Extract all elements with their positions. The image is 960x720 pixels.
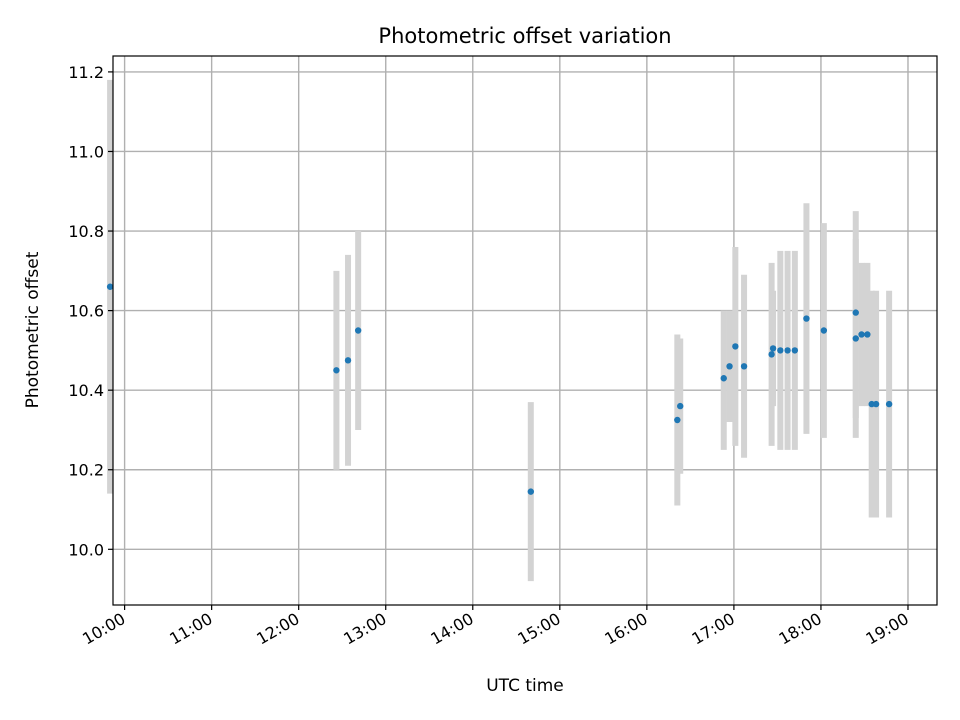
- data-point: [726, 363, 733, 370]
- y-tick-label: 10.2: [68, 461, 104, 480]
- x-axis-label: UTC time: [486, 676, 564, 696]
- data-point: [872, 400, 880, 408]
- y-tick-label: 10.8: [68, 222, 104, 241]
- data-point: [803, 315, 810, 322]
- data-point: [344, 357, 352, 364]
- data-point: [777, 347, 784, 354]
- data-point: [769, 345, 777, 352]
- plot-frame: [112, 55, 938, 606]
- data-point: [864, 331, 871, 338]
- grid-layer: [113, 56, 937, 605]
- data-point: [354, 327, 362, 334]
- data-point: [674, 416, 681, 424]
- y-axis-label: Photometric offset: [23, 251, 43, 408]
- data-point: [885, 400, 893, 408]
- data-point: [527, 488, 535, 495]
- data-point: [768, 351, 775, 358]
- data-point: [852, 335, 859, 342]
- y-tick-label: 10.4: [68, 381, 104, 400]
- data-point: [740, 363, 748, 370]
- data-point: [784, 347, 791, 354]
- y-tick-label: 11.2: [68, 63, 104, 82]
- data-point: [677, 402, 684, 410]
- y-tick-label: 10.0: [68, 540, 104, 559]
- data-point: [720, 375, 727, 382]
- data-point: [852, 309, 859, 316]
- point-layer: [106, 283, 893, 495]
- data-point: [106, 283, 114, 290]
- y-tick-label: 11.0: [68, 142, 104, 161]
- data-point: [791, 347, 799, 354]
- data-point: [820, 327, 828, 334]
- y-tick-label: 10.6: [68, 302, 104, 321]
- data-point: [858, 331, 865, 338]
- chart-title: Photometric offset variation: [378, 24, 671, 48]
- data-point: [333, 367, 340, 374]
- data-point: [732, 343, 739, 350]
